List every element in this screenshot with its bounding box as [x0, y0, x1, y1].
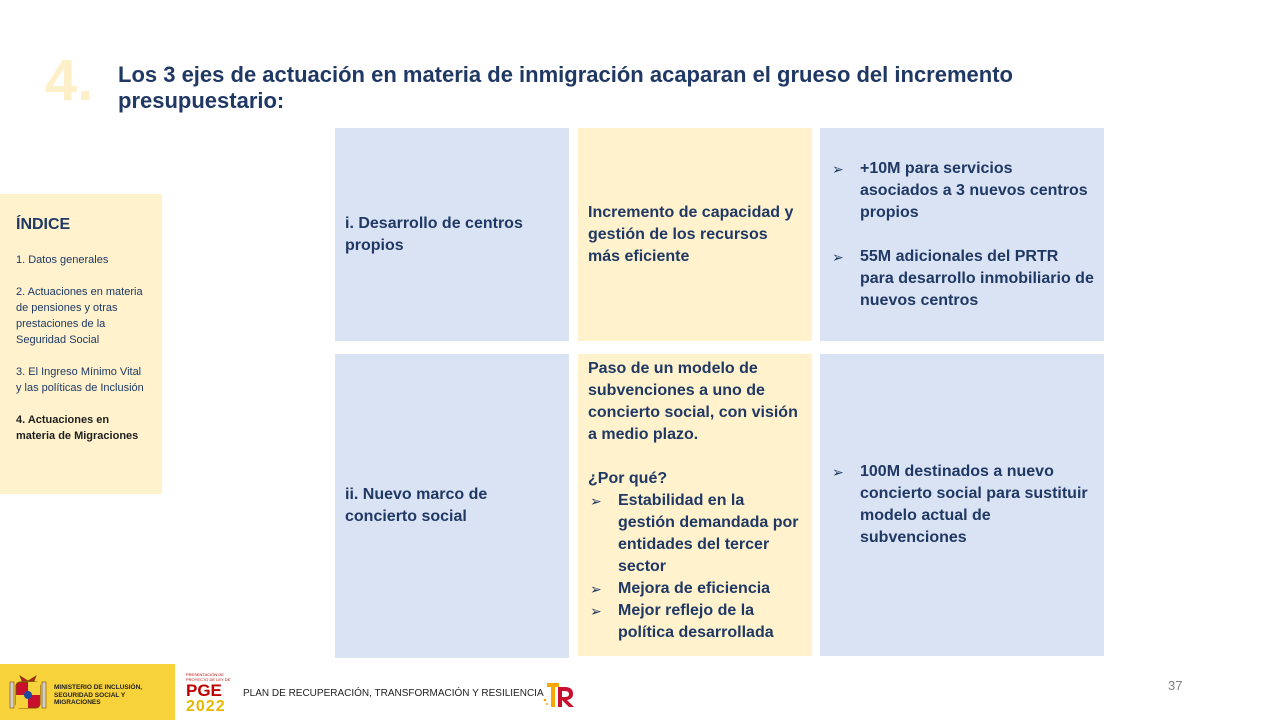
row2-budget-cell: ➢ 100M destinados a nuevo concierto soci… [820, 354, 1104, 656]
row2-objective-bullet-2: Mejora de eficiencia [618, 580, 771, 597]
index-item-datos-generales[interactable]: 1. Datos generales [16, 254, 109, 266]
row1-axis-cell: i. Desarrollo de centros propios [335, 128, 569, 341]
ministry-name: MINISTERIO DE INCLUSIÓN, SEGURIDAD SOCIA… [54, 684, 143, 706]
index-title: ÍNDICE [16, 216, 71, 233]
row1-axis-text: i. Desarrollo de centros propios [345, 214, 523, 254]
list-item: ➢ Mejor reflejo de la política desarroll… [588, 600, 802, 644]
row2-objective-cell: Paso de un modelo de subvenciones a uno … [578, 354, 812, 656]
list-item: ➢ 55M adicionales del PRTR para desarrol… [830, 246, 1094, 312]
row2-objective-bullet-1: Estabilidad en la gestión demandada por … [618, 492, 799, 575]
arrow-bullet-icon: ➢ [590, 581, 602, 597]
pge-label: PGE [186, 681, 222, 700]
row2-objective-list: ➢ Estabilidad en la gestión demandada po… [588, 490, 802, 644]
page-number: 37 [1168, 678, 1183, 693]
ministry-logo: MINISTERIO DE INCLUSIÓN, SEGURIDAD SOCIA… [0, 664, 175, 720]
section-number: 4. [45, 48, 94, 113]
recovery-plan-text: PLAN DE RECUPERACIÓN, TRANSFORMACIÓN Y R… [243, 688, 544, 699]
row2-objective-question: ¿Por qué? [588, 470, 668, 487]
list-item: ➢ 100M destinados a nuevo concierto soci… [830, 461, 1094, 549]
arrow-bullet-icon: ➢ [832, 160, 844, 177]
arrow-bullet-icon: ➢ [590, 493, 602, 509]
index-item-ingreso-minimo[interactable]: 3. El Ingreso Mínimo Vital y las polític… [16, 366, 144, 394]
row1-objective-cell: Incremento de capacidad y gestión de los… [578, 128, 812, 341]
row1-budget-list: ➢ +10M para servicios asociados a 3 nuev… [830, 158, 1094, 312]
pge-logo: PRESENTACIÓN DE PROYECTO DE LEY DE PGE 2… [186, 672, 234, 716]
index-item-migraciones[interactable]: 4. Actuaciones en materia de Migraciones [16, 414, 139, 442]
list-item: ➢ +10M para servicios asociados a 3 nuev… [830, 158, 1094, 224]
row2-budget-item-1: 100M destinados a nuevo concierto social… [860, 463, 1088, 546]
list-item: ➢ Mejora de eficiencia [588, 578, 802, 600]
pge-year: 2022 [186, 698, 226, 715]
page-title: Los 3 ejes de actuación en materia de in… [118, 62, 1013, 113]
arrow-bullet-icon: ➢ [832, 248, 844, 265]
row2-budget-list: ➢ 100M destinados a nuevo concierto soci… [830, 461, 1094, 549]
row1-budget-cell: ➢ +10M para servicios asociados a 3 nuev… [820, 128, 1104, 341]
index-panel: ÍNDICE 1. Datos generales 2. Actuaciones… [0, 194, 162, 494]
index-item-pensiones[interactable]: 2. Actuaciones en materia de pensiones y… [16, 286, 143, 346]
row1-budget-item-1: +10M para servicios asociados a 3 nuevos… [860, 159, 1088, 221]
pge-caption: PRESENTACIÓN DE PROYECTO DE LEY DE [186, 672, 231, 682]
row2-objective-bullet-3: Mejor reflejo de la política desarrollad… [618, 602, 774, 641]
recovery-plan-logo-icon [543, 683, 574, 707]
arrow-bullet-icon: ➢ [590, 603, 602, 619]
row2-objective-intro: Paso de un modelo de subvenciones a uno … [588, 360, 798, 443]
list-item: ➢ Estabilidad en la gestión demandada po… [588, 490, 802, 578]
row2-axis-cell: ii. Nuevo marco de concierto social [335, 354, 569, 658]
spain-crest-icon [9, 675, 47, 709]
arrow-bullet-icon: ➢ [832, 464, 844, 480]
row1-objective-text: Incremento de capacidad y gestión de los… [588, 203, 794, 265]
row1-budget-item-2: 55M adicionales del PRTR para desarrollo… [860, 247, 1094, 309]
row2-axis-text: ii. Nuevo marco de concierto social [345, 486, 488, 525]
